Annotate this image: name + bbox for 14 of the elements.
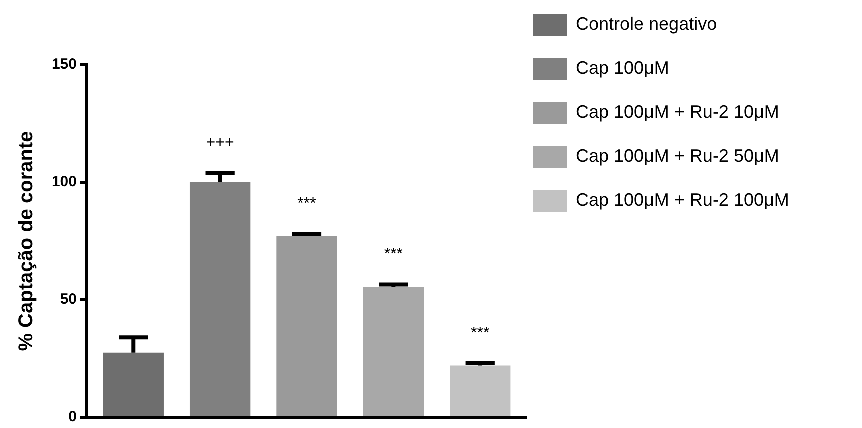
data-label: *** xyxy=(471,324,490,342)
legend-label: Controle negativo xyxy=(576,14,718,34)
legend-label: Cap 100μM xyxy=(576,58,670,78)
y-tick-label: 50 xyxy=(60,291,77,308)
data-label: *** xyxy=(298,196,316,213)
data-label: +++ xyxy=(206,134,234,152)
y-tick-label: 100 xyxy=(52,174,77,191)
y-axis-title: % Captação de corante xyxy=(16,131,38,352)
data-label: *** xyxy=(384,246,404,264)
y-tick-label: 0 xyxy=(68,408,77,426)
legend-label: Cap 100μM + Ru-2 50μM xyxy=(576,146,780,166)
y-tick-label: 150 xyxy=(52,56,77,74)
legend-label: Cap 100μM + Ru-2 100μM xyxy=(576,190,790,210)
legend-label: Cap 100μM + Ru-2 10μM xyxy=(576,102,780,122)
